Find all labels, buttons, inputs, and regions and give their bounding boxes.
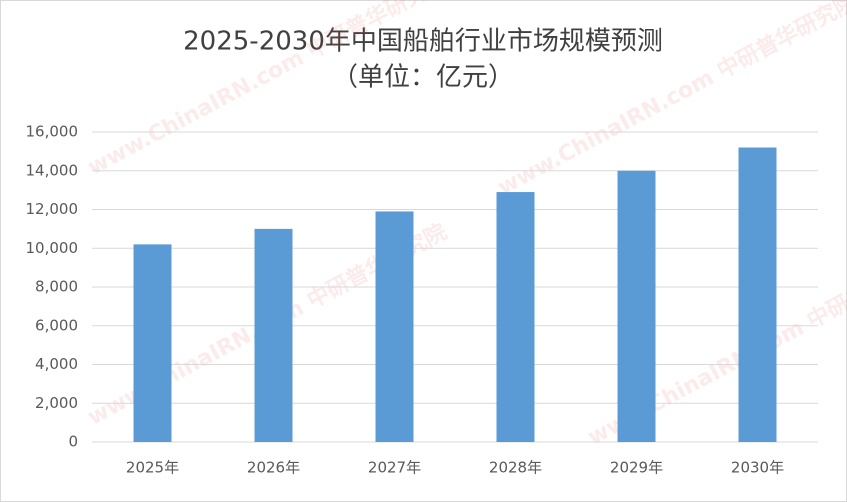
bar	[133, 244, 172, 442]
y-tick-label: 2,000	[35, 394, 78, 412]
y-tick-label: 14,000	[26, 161, 79, 179]
bar	[617, 170, 656, 442]
x-tick-label: 2029年	[610, 459, 663, 477]
x-tick-label: 2028年	[489, 459, 542, 477]
x-tick-label: 2027年	[368, 459, 421, 477]
y-tick-label: 4,000	[35, 355, 78, 373]
x-tick-label: 2026年	[247, 459, 300, 477]
bar	[738, 147, 777, 442]
y-tick-label: 16,000	[26, 123, 79, 141]
x-tick-label: 2025年	[126, 459, 179, 477]
y-tick-label: 0	[68, 433, 78, 451]
y-tick-label: 8,000	[35, 278, 78, 296]
y-tick-label: 6,000	[35, 316, 78, 334]
bar	[254, 228, 293, 442]
x-tick-label: 2030年	[731, 459, 784, 477]
y-tick-label: 10,000	[26, 239, 79, 257]
chart-title: 2025-2030年中国船舶行业市场规模预测	[183, 27, 663, 57]
chart-subtitle: （单位：亿元）	[332, 63, 514, 93]
y-tick-label: 12,000	[26, 200, 79, 218]
bar	[375, 211, 414, 442]
bar	[496, 192, 535, 442]
